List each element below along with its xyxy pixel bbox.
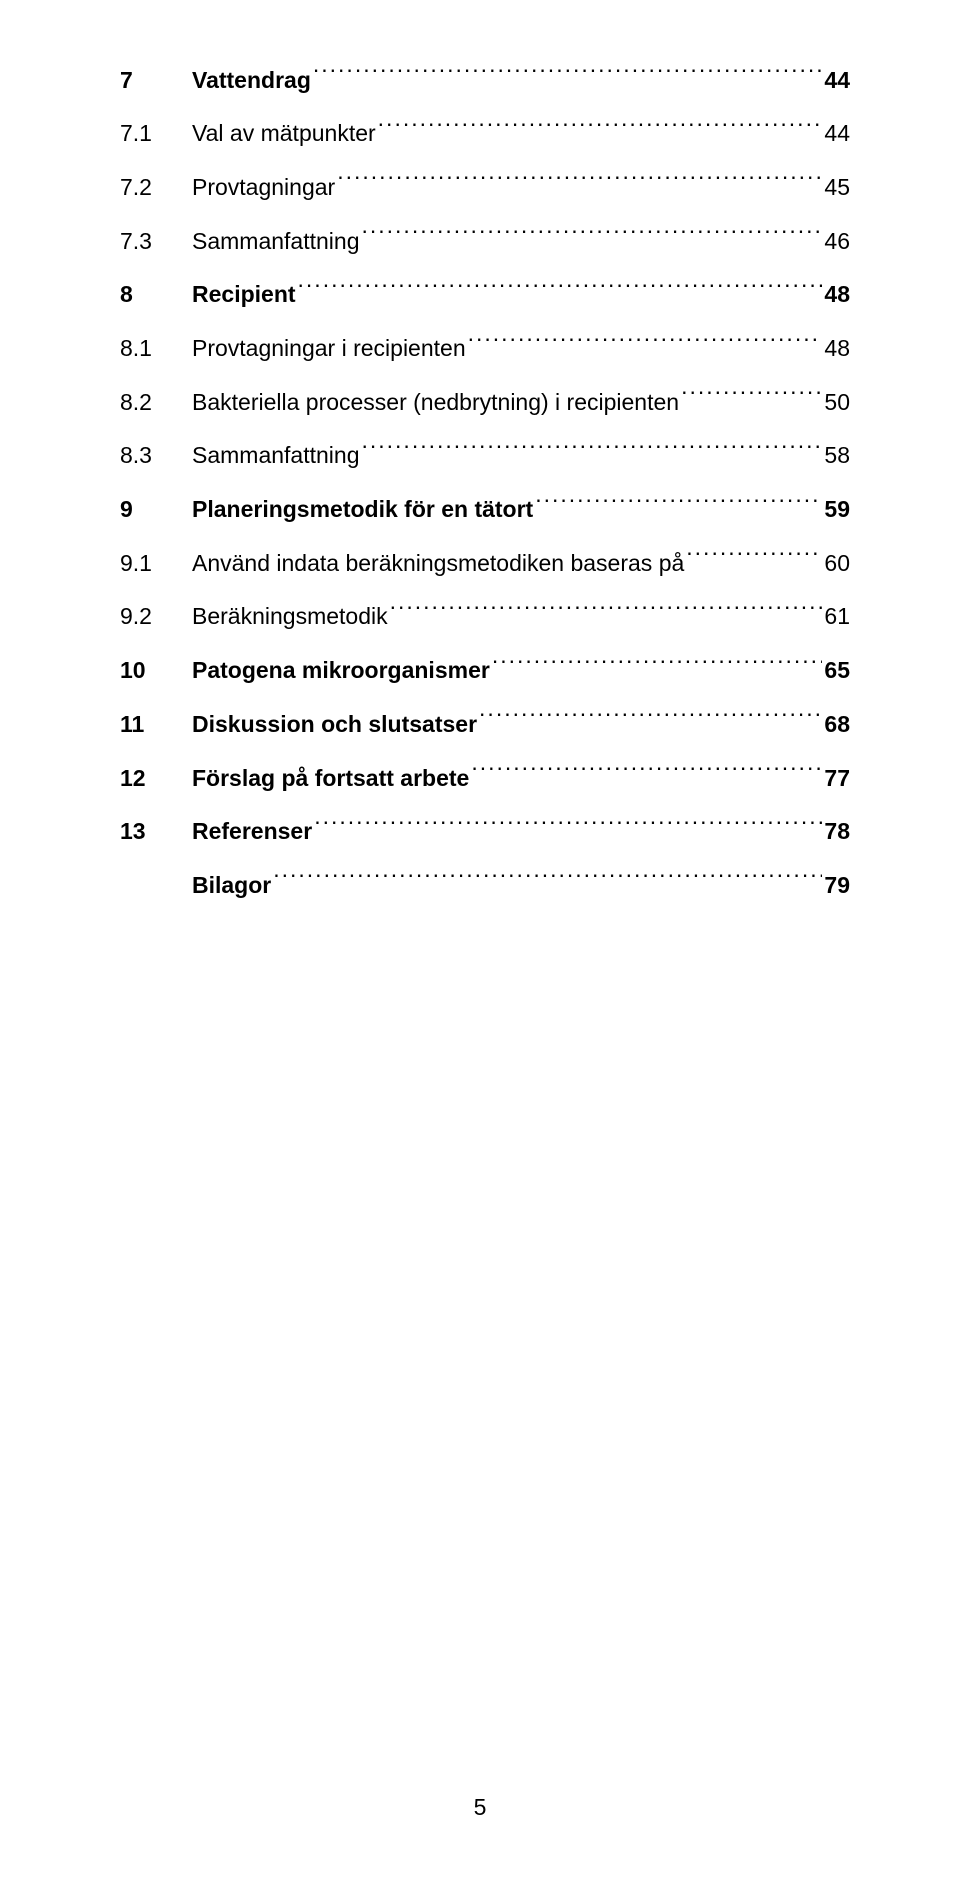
toc-entry-page: 44 <box>824 114 850 153</box>
toc-entry-title: Vattendrag <box>192 61 311 100</box>
toc-entry-number: 9 <box>120 490 192 529</box>
toc-row: 8.2Bakteriella processer (nedbrytning) i… <box>120 382 850 422</box>
toc-entry-number: 8.2 <box>120 383 192 422</box>
toc-entry-page: 78 <box>824 812 850 851</box>
toc-leader-dots <box>378 114 823 142</box>
toc-row: 7Vattendrag 44 <box>120 60 850 100</box>
toc-entry-number: 7 <box>120 61 192 100</box>
toc-entry-title: Planeringsmetodik för en tätort <box>192 490 533 529</box>
toc-row: 7.1Val av mätpunkter 44 <box>120 114 850 154</box>
toc-entry-page: 44 <box>824 61 850 100</box>
toc-entry-number: 9.2 <box>120 597 192 636</box>
toc-row: 13Referenser 78 <box>120 812 850 852</box>
toc-leader-dots <box>535 490 822 518</box>
toc-leader-dots <box>361 221 822 249</box>
toc-row: 9.1Använd indata beräkningsmetodiken bas… <box>120 543 850 583</box>
toc-entry-title: Använd indata beräkningsmetodiken basera… <box>192 544 684 583</box>
toc-leader-dots <box>681 382 822 410</box>
toc-row: 8Recipient 48 <box>120 275 850 315</box>
toc-leader-dots <box>313 60 823 88</box>
toc-row: 9Planeringsmetodik för en tätort 59 <box>120 490 850 530</box>
toc-leader-dots <box>361 436 822 464</box>
toc-leader-dots <box>298 275 823 303</box>
toc-leader-dots <box>390 597 823 625</box>
toc-entry-page: 65 <box>824 651 850 690</box>
toc-entry-title: Val av mätpunkter <box>192 114 376 153</box>
toc-entry-page: 60 <box>824 544 850 583</box>
toc-entry-page: 46 <box>824 222 850 261</box>
toc-leader-dots <box>468 328 823 356</box>
toc-entry-title: Förslag på fortsatt arbete <box>192 759 469 798</box>
toc-entry-page: 48 <box>824 329 850 368</box>
toc-entry-number: 10 <box>120 651 192 690</box>
toc-row: 7.2Provtagningar 45 <box>120 167 850 207</box>
toc-row: 9.2Beräkningsmetodik 61 <box>120 597 850 637</box>
toc-entry-title: Beräkningsmetodik <box>192 597 388 636</box>
toc-leader-dots <box>686 543 822 571</box>
toc-row: 11Diskussion och slutsatser 68 <box>120 704 850 744</box>
toc-entry-title: Sammanfattning <box>192 222 359 261</box>
toc-entry-number: 7.3 <box>120 222 192 261</box>
toc-leader-dots <box>273 865 822 893</box>
toc-entry-title: Bakteriella processer (nedbrytning) i re… <box>192 383 679 422</box>
toc-row: 12Förslag på fortsatt arbete 77 <box>120 758 850 798</box>
toc-entry-title: Sammanfattning <box>192 436 359 475</box>
toc-entry-page: 58 <box>824 436 850 475</box>
toc-entry-title: Patogena mikroorganismer <box>192 651 490 690</box>
toc-entry-page: 61 <box>824 597 850 636</box>
toc-entry-number: 11 <box>120 705 192 744</box>
toc-entry-number: 8 <box>120 275 192 314</box>
toc-entry-title: Provtagningar i recipienten <box>192 329 466 368</box>
toc-row: Bilagor 79 <box>120 865 850 905</box>
toc-entry-page: 77 <box>824 759 850 798</box>
toc-entry-title: Referenser <box>192 812 312 851</box>
toc-leader-dots <box>314 812 822 840</box>
toc-leader-dots <box>492 651 823 679</box>
document-page: 7Vattendrag447.1Val av mätpunkter447.2Pr… <box>0 0 960 1877</box>
toc-entry-page: 45 <box>824 168 850 207</box>
toc-entry-title: Provtagningar <box>192 168 335 207</box>
toc-entry-page: 68 <box>824 705 850 744</box>
toc-entry-number: 7.2 <box>120 168 192 207</box>
toc-entry-number: 7.1 <box>120 114 192 153</box>
toc-entry-number: 8.3 <box>120 436 192 475</box>
page-number: 5 <box>0 1788 960 1827</box>
toc-row: 7.3Sammanfattning 46 <box>120 221 850 261</box>
toc-leader-dots <box>479 704 822 732</box>
toc-leader-dots <box>471 758 822 786</box>
toc-leader-dots <box>337 167 822 195</box>
toc-entry-number: 13 <box>120 812 192 851</box>
toc-row: 8.1Provtagningar i recipienten 48 <box>120 328 850 368</box>
toc-entry-title: Bilagor <box>192 866 271 905</box>
toc-entry-number: 8.1 <box>120 329 192 368</box>
toc-entry-title: Recipient <box>192 275 296 314</box>
table-of-contents: 7Vattendrag447.1Val av mätpunkter447.2Pr… <box>120 60 850 905</box>
toc-row: 8.3Sammanfattning 58 <box>120 436 850 476</box>
toc-row: 10Patogena mikroorganismer 65 <box>120 651 850 691</box>
toc-entry-title: Diskussion och slutsatser <box>192 705 477 744</box>
toc-entry-page: 79 <box>824 866 850 905</box>
toc-entry-number: 12 <box>120 759 192 798</box>
toc-entry-number: 9.1 <box>120 544 192 583</box>
toc-entry-page: 50 <box>824 383 850 422</box>
toc-entry-page: 59 <box>824 490 850 529</box>
toc-entry-page: 48 <box>824 275 850 314</box>
